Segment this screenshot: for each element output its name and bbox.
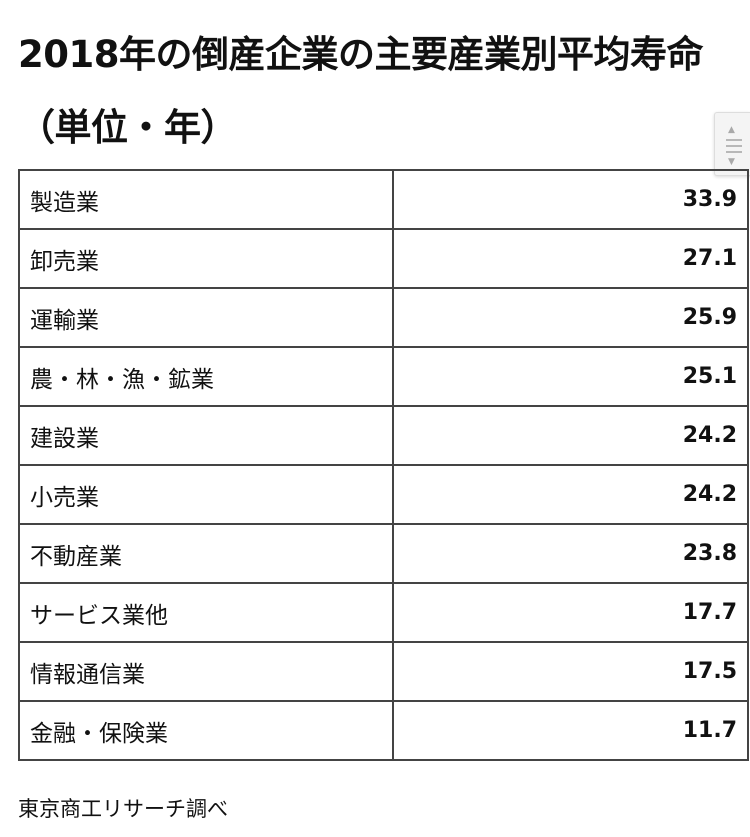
industry-label: 製造業 — [18, 169, 394, 230]
source-note: 東京商工リサーチ調べ — [18, 797, 228, 821]
industry-label: 農・林・漁・鉱業 — [18, 346, 394, 407]
table-row: 情報通信業 17.5 — [18, 641, 749, 702]
average-lifespan-value: 25.9 — [392, 287, 749, 348]
average-lifespan-value: 17.7 — [392, 582, 749, 643]
average-lifespan-value: 24.2 — [392, 464, 749, 525]
table-row: 農・林・漁・鉱業 25.1 — [18, 346, 749, 407]
table-row: 小売業 24.2 — [18, 464, 749, 525]
industry-label: 金融・保険業 — [18, 700, 394, 761]
page-title: 2018年の倒産企業の主要産業別平均寿命（単位・年） — [18, 33, 703, 149]
average-lifespan-value: 24.2 — [392, 405, 749, 466]
average-lifespan-value: 33.9 — [392, 169, 749, 230]
table-row: 金融・保険業 11.7 — [18, 700, 749, 761]
average-lifespan-value: 11.7 — [392, 700, 749, 761]
table-row: 卸売業 27.1 — [18, 228, 749, 289]
chevron-up-icon[interactable]: ▲ — [728, 125, 735, 135]
average-lifespan-value: 17.5 — [392, 641, 749, 702]
table-row: 不動産業 23.8 — [18, 523, 749, 584]
industry-label: 情報通信業 — [18, 641, 394, 702]
industry-label: サービス業他 — [18, 582, 394, 643]
industry-label: 不動産業 — [18, 523, 394, 584]
industry-label: 小売業 — [18, 464, 394, 525]
table-row: サービス業他 17.7 — [18, 582, 749, 643]
scroll-widget[interactable]: ▲ ▼ — [714, 112, 750, 176]
average-lifespan-value: 25.1 — [392, 346, 749, 407]
table-row: 建設業 24.2 — [18, 405, 749, 466]
industry-label: 運輸業 — [18, 287, 394, 348]
grip-icon[interactable] — [726, 139, 742, 157]
average-lifespan-value: 23.8 — [392, 523, 749, 584]
average-lifespan-value: 27.1 — [392, 228, 749, 289]
chevron-down-icon[interactable]: ▼ — [728, 157, 735, 167]
table-row: 製造業 33.9 — [18, 169, 749, 230]
table-body: 製造業 33.9 卸売業 27.1 運輸業 25.9 農・林・漁・鉱業 25.1 建設業 24.2… — [18, 169, 749, 761]
industry-label: 卸売業 — [18, 228, 394, 289]
data-table: 製造業 33.9 卸売業 27.1 運輸業 25.9 農・林・漁・鉱業 25.1 建設業 24.2… — [18, 169, 749, 761]
industry-label: 建設業 — [18, 405, 394, 466]
table-row: 運輸業 25.9 — [18, 287, 749, 348]
